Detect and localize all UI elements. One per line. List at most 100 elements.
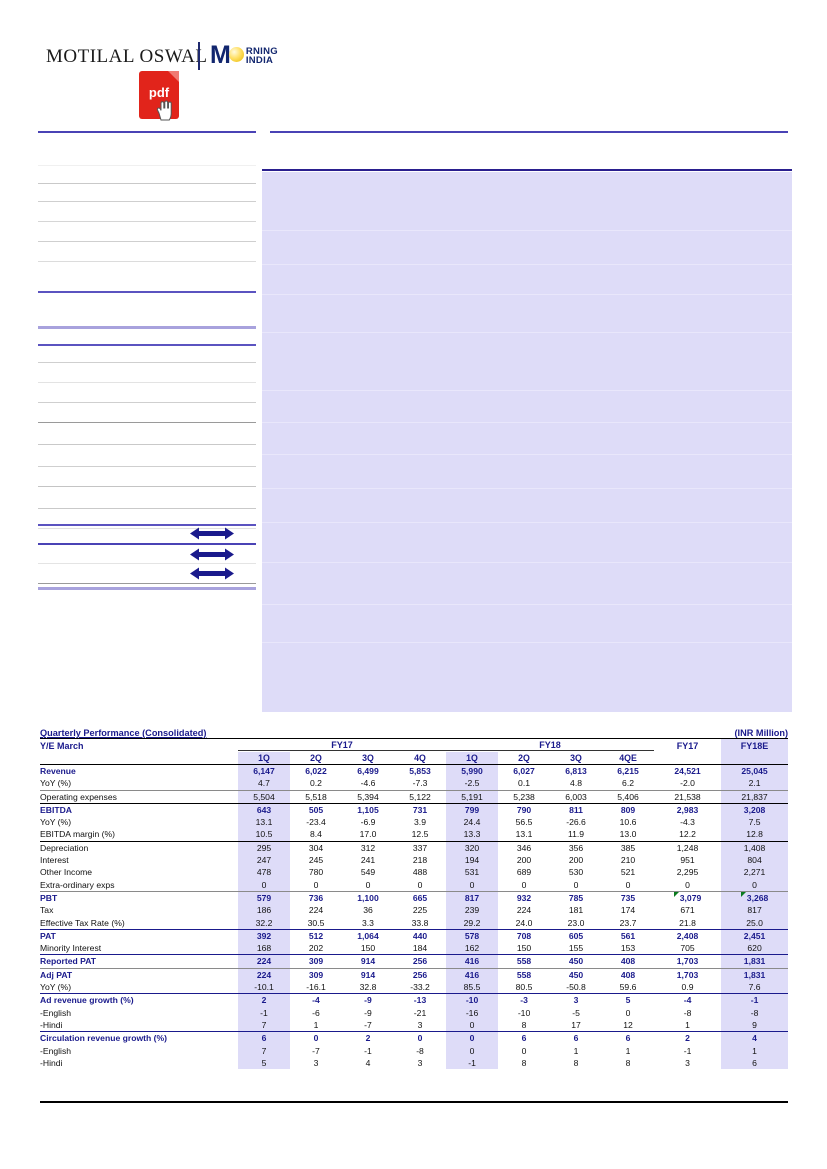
- table-cell: 5,238: [498, 789, 551, 804]
- table-cell: 5: [238, 1056, 290, 1070]
- table-cell: 731: [394, 802, 447, 817]
- table-cell: 5,990: [446, 764, 499, 778]
- table-cell: 30.5: [307, 917, 325, 928]
- table-cell: 505: [290, 802, 342, 817]
- table-cell: 9: [721, 1018, 789, 1032]
- double-arrow-icon: [190, 567, 234, 580]
- table-cell: 218: [412, 855, 428, 866]
- table-cell: 385: [602, 840, 655, 855]
- table-cell: -2.5: [446, 777, 499, 791]
- pdf-file-icon[interactable]: pdf: [139, 71, 183, 121]
- table-cell: -10.1: [238, 981, 290, 994]
- table-row: Effective Tax Rate (%) 32.2 30.5 3.3 33.8 29.…: [40, 916, 789, 930]
- header-rule-right: [270, 131, 788, 133]
- table-cell: 33.8: [411, 917, 429, 928]
- table-cell: 11.9: [567, 829, 585, 840]
- column-header-fy17-4q: 4Q: [414, 753, 426, 763]
- table-cell: 6,499: [342, 764, 394, 778]
- table-cell: 735: [602, 890, 655, 905]
- table-cell: 241: [360, 855, 376, 866]
- table-cell: 817: [446, 890, 499, 905]
- table-cell: 12.8: [721, 828, 789, 842]
- table-column-header-row: 1Q 2Q 3Q 4Q 1Q 2Q 3Q 4QE: [40, 752, 789, 765]
- table-cell: 450: [550, 967, 603, 982]
- table-cell: 7: [238, 1044, 290, 1057]
- table-cell: 7.6: [721, 981, 789, 994]
- table-cell: 488: [412, 867, 428, 878]
- table-row: YoY (%) 4.7 0.2 -4.6 -7.3 -2.5 0.1 4.8 6.2 -2.0 2.…: [40, 777, 789, 791]
- table-cell: 1: [625, 1045, 631, 1056]
- table-cell: 578: [446, 928, 499, 943]
- table-cell: 1,100: [342, 890, 394, 905]
- body-rule: [38, 183, 256, 184]
- panel-separator-line: [262, 264, 792, 265]
- table-cell: -10: [446, 993, 499, 1007]
- table-cell: 6: [602, 1031, 655, 1045]
- table-cell: 200: [516, 855, 532, 866]
- table-cell: 1,064: [342, 928, 394, 943]
- table-cell: 23.0: [567, 917, 585, 928]
- sun-dot-icon: [228, 46, 244, 62]
- table-cell: -26.6: [566, 817, 586, 828]
- body-rule: [38, 543, 256, 545]
- table-cell: 0: [446, 1018, 499, 1032]
- table-cell: -5: [572, 1007, 580, 1018]
- table-cell: 0: [685, 879, 690, 890]
- table-cell: 579: [238, 890, 290, 905]
- table-cell: 2,295: [676, 867, 699, 878]
- footer-rule: [40, 1101, 788, 1103]
- table-cell: 5,406: [602, 789, 655, 804]
- table-cell: 914: [342, 967, 394, 982]
- table-cell: 689: [516, 867, 532, 878]
- row-label: Tax: [40, 905, 54, 916]
- row-label: -English: [40, 1007, 72, 1018]
- table-row: Extra-ordinary exps 0 0 0 0 0 0 0 0 0 0: [40, 878, 789, 892]
- table-cell: 24.0: [515, 917, 533, 928]
- body-rule: [38, 261, 256, 262]
- table-row: Adj PAT 224 309 914 256 416 558 450 408 1,703 1,83…: [40, 967, 789, 982]
- table-cell: 2: [654, 1031, 722, 1045]
- table-cell: 239: [446, 904, 499, 917]
- morning-india-m-letter: M: [210, 41, 231, 69]
- table-cell: -23.4: [306, 817, 326, 828]
- table-cell: 6: [721, 1056, 789, 1070]
- body-rule: [38, 528, 256, 529]
- table-cell: 6: [238, 1031, 290, 1045]
- table-cell: 225: [412, 905, 428, 916]
- table-cell: 1,703: [654, 954, 722, 969]
- column-header-fy18-3q: 3Q: [570, 753, 582, 763]
- body-rule: [38, 241, 256, 242]
- panel-separator-line: [262, 562, 792, 563]
- table-cell: 914: [342, 954, 394, 969]
- table-cell: 6: [498, 1031, 551, 1045]
- table-cell: 1,703: [654, 967, 722, 982]
- table-cell: 408: [602, 954, 655, 969]
- table-cell: 8: [573, 1057, 579, 1068]
- table-cell: -16.1: [306, 982, 326, 993]
- table-cell: -3: [498, 993, 551, 1007]
- table-cell: -9: [364, 1007, 372, 1018]
- table-cell: 56.5: [515, 817, 533, 828]
- table-cell: 817: [721, 904, 789, 917]
- table-cell: -4.3: [680, 817, 695, 828]
- table-cell: 304: [290, 840, 342, 855]
- table-row: EBITDA 643 505 1,105 731 799 790 811 809 2,983 3,2…: [40, 802, 789, 817]
- table-cell: 416: [446, 967, 499, 982]
- body-rule: [38, 201, 256, 202]
- panel-separator-line: [262, 604, 792, 605]
- column-header-fy18-4qe: 4QE: [619, 753, 637, 763]
- right-panel-shaded-block: [262, 172, 792, 712]
- body-rule: [38, 402, 256, 403]
- table-row: Revenue 6,147 6,022 6,499 5,853 5,990 6,027 6,8…: [40, 764, 789, 778]
- table-cell: 224: [308, 905, 324, 916]
- morning-india-line1: RNING: [245, 45, 278, 57]
- table-row: EBITDA margin (%) 10.5 8.4 17.0 12.5 13.3 13.1…: [40, 828, 789, 842]
- table-cell: 6,027: [498, 764, 551, 778]
- table-cell: 224: [516, 905, 532, 916]
- green-flag-icon: [673, 891, 679, 897]
- table-row: Tax 186 224 36 225 239 224 181 174 671 817: [40, 904, 789, 917]
- row-label: PAT: [40, 928, 238, 943]
- pdf-icon-label: pdf: [148, 85, 170, 100]
- table-cell: 558: [498, 954, 551, 969]
- table-cell: 346: [498, 840, 551, 855]
